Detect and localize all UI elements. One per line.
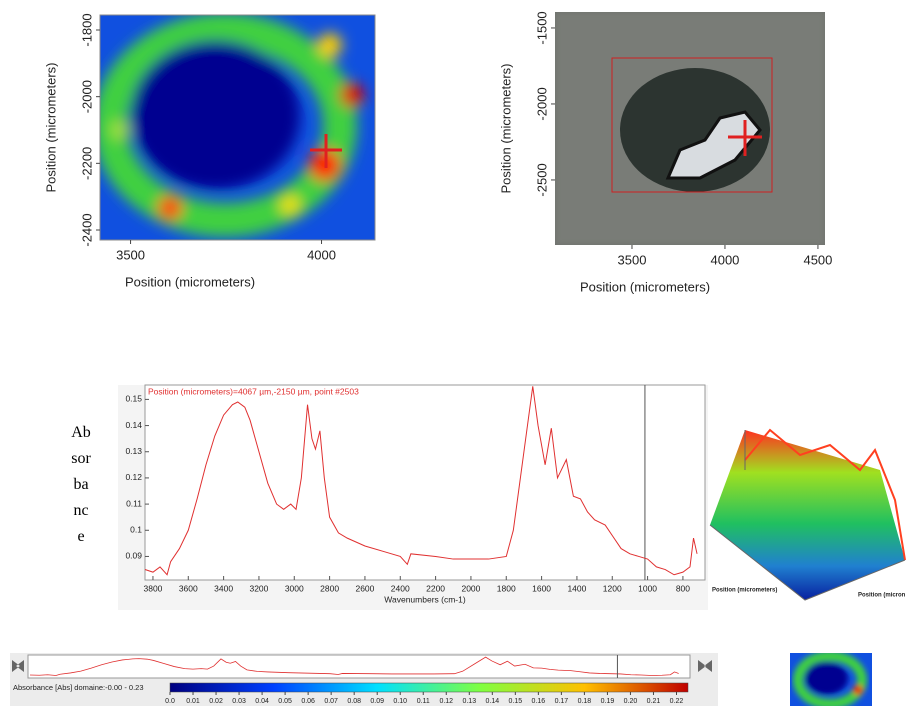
x-tick-label: 3500 <box>618 252 647 267</box>
colorbar-tick-label: 0.04 <box>255 698 269 705</box>
x-tick-label: 800 <box>676 583 690 593</box>
y-tick-label: 0.14 <box>125 420 142 430</box>
plot-frame <box>99 14 376 241</box>
micrograph <box>555 12 825 245</box>
x-tick-label: 2000 <box>461 583 480 593</box>
x-axis-label: Position (micrometers) <box>712 588 777 594</box>
surface-plot <box>709 428 906 601</box>
y-tick-label: -1500 <box>534 11 549 44</box>
colorbar-tick-label: 0.18 <box>578 698 592 705</box>
colorbar-tick-label: 0.07 <box>324 698 338 705</box>
x-tick-label: 3400 <box>214 583 233 593</box>
colorbar-tick-label: 0.09 <box>370 698 384 705</box>
y-axis-label: Position (micrometers) <box>498 63 513 193</box>
nav-arrows <box>12 660 712 672</box>
colorbar-tick-label: 0.12 <box>439 698 453 705</box>
colorbar-tick-label: 0.20 <box>624 698 638 705</box>
x-axis-label: Position (micrometers) <box>125 274 255 289</box>
x-tick-label: 1000 <box>638 583 657 593</box>
x-axis-label: Position (micrometers) <box>580 279 710 294</box>
y-tick-label: -2200 <box>79 147 94 180</box>
colorbar-tick-label: 0.17 <box>555 698 569 705</box>
annotation: Position (micrometers)=4067 µm,-2150 µm,… <box>148 386 359 396</box>
colorbar-tick-label: 0.10 <box>393 698 407 705</box>
cursor-cross <box>728 120 762 156</box>
overview-line <box>29 656 679 676</box>
colorbar-tick-label: 0.19 <box>601 698 615 705</box>
x-tick-label: 2400 <box>391 583 410 593</box>
y-axis-label: Absorbance <box>71 424 91 545</box>
y-tick-label: 0.09 <box>125 551 142 561</box>
x-tick-label: 2200 <box>426 583 445 593</box>
cursor-cross <box>310 134 342 168</box>
x-tick-label: 4500 <box>803 252 832 267</box>
colorbar-tick-label: 0.21 <box>647 698 661 705</box>
x-tick-label: 2800 <box>320 583 339 593</box>
overview-frame <box>27 654 691 679</box>
y-tick-label: -2000 <box>79 80 94 113</box>
colorbar-tick-label: 0.02 <box>209 698 223 705</box>
colorbar-tick-label: 0.15 <box>509 698 523 705</box>
x-tick-label: 4000 <box>710 252 739 267</box>
y-tick-label: 0.1 <box>130 525 142 535</box>
x-axis-label: Wavenumbers (cm-1) <box>384 594 466 604</box>
y-axis-label: Position (micron <box>858 593 906 599</box>
x-tick-label: 3600 <box>179 583 198 593</box>
colorbar-tick-label: 0.14 <box>485 698 499 705</box>
colorbar-tick-label: 0.22 <box>670 698 684 705</box>
colorbar-tick-label: 0.13 <box>462 698 476 705</box>
colorbar-tick-label: 0.01 <box>186 698 200 705</box>
colorbar-tick-label: 0.06 <box>301 698 315 705</box>
x-tick-label: 4000 <box>307 247 336 262</box>
colorbar-tick-label: 0.11 <box>417 698 430 705</box>
colorbar-tick-label: 0.03 <box>232 698 246 705</box>
y-tick-label: -2000 <box>534 87 549 120</box>
y-tick-label: 0.15 <box>125 394 142 404</box>
heatmap <box>100 15 375 240</box>
x-tick-label: 1600 <box>532 583 551 593</box>
x-tick-label: 3200 <box>249 583 268 593</box>
y-tick-label: 0.12 <box>125 472 142 482</box>
y-tick-label: 0.13 <box>125 446 142 456</box>
colorbar-tick-label: 0.16 <box>532 698 546 705</box>
y-tick-label: 0.11 <box>126 498 142 508</box>
y-tick-label: -2400 <box>79 213 94 246</box>
x-tick-label: 1400 <box>567 583 586 593</box>
spectrum-line <box>144 386 698 576</box>
colorbar-label: Absorbance [Abs] domaine:-0.00 - 0.23 <box>13 683 144 692</box>
y-tick-label: -1800 <box>79 13 94 46</box>
x-tick-label: 1800 <box>497 583 516 593</box>
colorbar-tick-label: 0.05 <box>278 698 292 705</box>
plot-frame <box>144 384 706 581</box>
x-tick-label: 2600 <box>355 583 374 593</box>
x-tick-label: 1200 <box>603 583 622 593</box>
x-tick-label: 3800 <box>143 583 162 593</box>
colorbar <box>169 682 689 693</box>
thumbnail <box>790 653 872 706</box>
y-tick-label: -2500 <box>534 163 549 196</box>
y-axis-label: Position (micrometers) <box>43 62 58 192</box>
colorbar-tick-label: 0.0 <box>165 698 175 705</box>
x-tick-label: 3500 <box>116 247 145 262</box>
colorbar-tick-label: 0.08 <box>347 698 361 705</box>
x-tick-label: 3000 <box>285 583 304 593</box>
